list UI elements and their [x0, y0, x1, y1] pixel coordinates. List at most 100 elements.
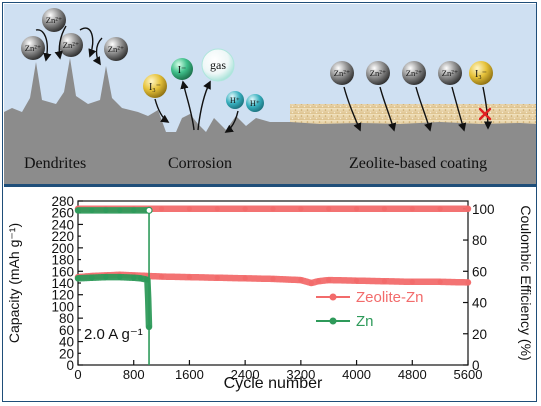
schematic-panel: Zn²⁺ Zn²⁺ Zn²⁺ Zn²⁺ I₃⁻ I⁻ gas H⁺ H⁺: [4, 4, 536, 187]
zinc-ion-label: Zn²⁺: [370, 68, 387, 78]
triiodide-ion-label: I₃⁻: [475, 69, 487, 80]
y-right-tick-label: 80: [472, 233, 487, 248]
data-point: [214, 206, 220, 212]
data-point: [131, 207, 137, 213]
gas-label: gas: [210, 58, 226, 72]
y-right-tick-label: 100: [472, 202, 495, 217]
y-left-tick-label: 160: [51, 264, 74, 279]
series-band: [74, 273, 153, 331]
y-left-tick-label: 140: [51, 276, 74, 291]
data-point: [437, 206, 443, 212]
data-point: [75, 275, 81, 281]
zinc-ion-label: Zn²⁺: [108, 44, 125, 54]
series-layer: [74, 205, 472, 365]
data-point: [158, 273, 165, 280]
data-point: [353, 278, 360, 284]
y-axis-left-label: Capacity (mAh g⁻¹): [6, 223, 22, 343]
cycling-chart: 0 800 1600 2400 3200 4000 4800 5600 02040608010…: [6, 194, 534, 392]
zinc-ions-dendrites: [21, 8, 128, 61]
legend-label: Zn: [356, 313, 374, 330]
x-axis-label: Cycle number: [224, 375, 323, 392]
data-point: [242, 275, 248, 281]
y-left-tick-label: 40: [59, 335, 74, 350]
series-zn-coulombic-efficiency: [74, 207, 151, 214]
y-left-tick-label: 220: [51, 229, 74, 244]
data-point: [131, 275, 137, 281]
y-axis-right: 0 20 40 60 80 100: [463, 202, 495, 373]
data-point: [465, 206, 471, 212]
legend: Zeolite-Zn Zn: [316, 289, 424, 330]
proton-label: H⁺: [230, 96, 240, 105]
data-point: [145, 206, 153, 214]
data-point: [437, 279, 443, 285]
zinc-ion-label: Zn²⁺: [25, 43, 42, 53]
x-axis: 0 800 1600 2400 3200 4000 4800 5600: [74, 360, 482, 382]
data-point: [270, 276, 276, 282]
y-axis-right-label: Coulombic Efficiency (%): [518, 205, 534, 360]
data-point: [326, 277, 332, 283]
y-left-tick-label: 120: [51, 288, 74, 303]
data-point: [409, 279, 415, 285]
corrosion-label: Corrosion: [168, 155, 232, 172]
blocked-cross-icon: [478, 107, 492, 121]
legend-marker: [329, 317, 337, 325]
data-point: [117, 274, 123, 280]
zinc-ion-label: Zn²⁺: [63, 40, 80, 50]
y-left-tick-label: 100: [51, 299, 74, 314]
x-tick-label: 4800: [398, 367, 427, 382]
zinc-substrate: [4, 58, 536, 185]
data-point: [186, 274, 193, 280]
y-left-tick-label: 60: [59, 323, 74, 338]
y-left-tick-label: 180: [51, 253, 74, 268]
data-point: [326, 206, 332, 212]
data-point: [214, 275, 220, 281]
legend-item: Zeolite-Zn: [316, 289, 424, 306]
data-point: [298, 277, 304, 283]
x-tick-label: 4000: [342, 367, 371, 382]
legend-item: Zn: [316, 313, 374, 330]
y-right-tick-label: 20: [472, 327, 487, 342]
panel-divider: [4, 184, 536, 187]
legend-label: Zeolite-Zn: [356, 289, 424, 306]
y-left-tick-label: 0: [66, 358, 74, 373]
zinc-ion-label: Zn²⁺: [46, 15, 63, 25]
y-left-tick-label: 80: [59, 311, 74, 326]
zinc-ion-label: Zn²⁺: [334, 68, 351, 78]
x-tick-label: 5600: [454, 367, 483, 382]
data-point: [186, 206, 193, 212]
y-left-tick-label: 240: [51, 217, 74, 232]
data-point: [381, 206, 388, 212]
y-right-tick-label: 60: [472, 264, 487, 279]
zeolite-coating-layer: [290, 104, 536, 124]
x-tick-label: 800: [123, 367, 145, 382]
y-right-tick-label: 40: [472, 296, 487, 311]
data-point: [75, 207, 81, 213]
zinc-ions-coating: [330, 61, 493, 85]
data-point: [409, 206, 415, 212]
zinc-ion-label: Zn²⁺: [442, 68, 459, 78]
zinc-ion-label: Zn²⁺: [406, 68, 423, 78]
data-point: [103, 274, 109, 280]
y-left-tick-label: 200: [51, 241, 74, 256]
triiodide-ion-label: I₃⁻: [149, 82, 161, 93]
x-tick-label: 0: [74, 367, 81, 382]
data-point: [117, 207, 123, 213]
data-point: [270, 206, 276, 212]
dendrites-label: Dendrites: [24, 155, 86, 172]
corrosion-ions: [143, 48, 264, 112]
current-density-annotation: 2.0 A g⁻¹: [84, 326, 143, 343]
y-left-tick-label: 260: [51, 206, 74, 221]
data-point: [242, 206, 248, 212]
data-point: [103, 207, 109, 213]
series-zn-capacity: [74, 273, 153, 331]
coating-deposition-arrows: [343, 86, 493, 132]
x-tick-label: 3200: [286, 367, 315, 382]
data-point: [315, 278, 321, 284]
data-point: [298, 206, 304, 212]
y-left-tick-label: 20: [59, 346, 74, 361]
y-right-tick-label: 0: [472, 358, 480, 373]
data-point: [89, 275, 95, 281]
x-tick-label: 1600: [175, 367, 204, 382]
proton-label: H⁺: [250, 99, 260, 108]
